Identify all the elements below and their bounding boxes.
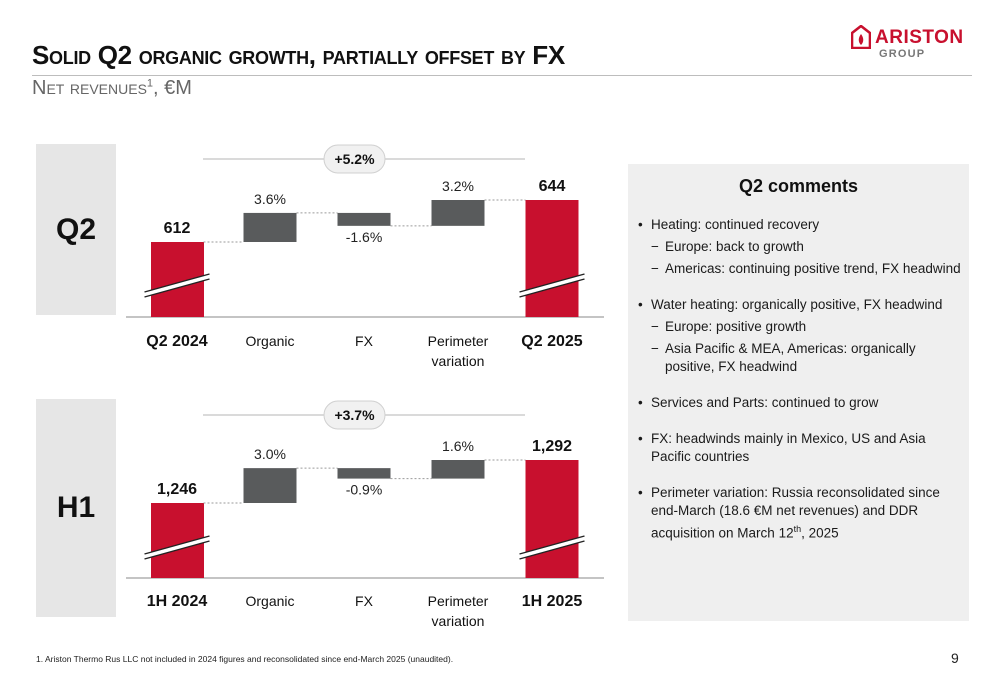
comment-bullet: Services and Parts: continued to grow [638, 394, 963, 412]
comment-item: FX: headwinds mainly in Mexico, US and A… [638, 430, 963, 466]
category-label: Perimeter [428, 593, 489, 609]
comment-sub-bullet: Europe: back to growth [638, 238, 963, 256]
title-divider [32, 75, 972, 76]
page-subtitle: Net revenues1, €M [32, 77, 192, 100]
axis-break-line [144, 273, 210, 293]
axis-break-gap [144, 536, 210, 559]
comment-item: Heating: continued recovery Europe: back … [638, 216, 963, 278]
category-label: Perimeter [428, 333, 489, 349]
comment-item: Perimeter variation: Russia reconsolidat… [638, 484, 963, 543]
category-label-line2: variation [432, 613, 485, 629]
delta-label: 1.6% [442, 438, 474, 454]
comments-title: Q2 comments [738, 176, 859, 196]
axis-break-line [519, 535, 585, 555]
ariston-logo: ARISTON GROUP [851, 20, 975, 64]
axis-break-line [519, 278, 585, 298]
waterfall-charts: +5.2% 612 3.6% -1.6% 3.2% 644 Q2 2024 Organic FX… [126, 144, 604, 629]
category-label: FX [355, 593, 374, 609]
delta-label: 3.2% [442, 178, 474, 194]
bar-end [525, 200, 579, 317]
bar-delta [243, 468, 297, 503]
subtitle-text: Net revenues [32, 77, 147, 99]
comment-sub-bullet: Europe: positive growth [638, 318, 963, 336]
category-label: Q2 2025 [521, 333, 582, 350]
comment-bullet: Perimeter variation: Russia reconsolidat… [638, 484, 963, 543]
q2-panel-label: Q2 [36, 144, 116, 315]
category-label: 1H 2024 [147, 593, 208, 610]
q2-comments-panel: Q2 comments Heating: continued recovery E… [628, 164, 969, 621]
comments-list: Heating: continued recovery Europe: back … [638, 216, 963, 561]
axis-break-gap [519, 274, 585, 297]
category-label-line2: variation [432, 353, 485, 369]
bar-delta [431, 460, 485, 479]
subtitle-unit: , €M [153, 77, 192, 99]
comment-item: Services and Parts: continued to grow [638, 394, 963, 412]
category-label: 1H 2025 [522, 593, 583, 610]
comment-bullet: FX: headwinds mainly in Mexico, US and A… [638, 430, 963, 466]
axis-break-gap [519, 536, 585, 559]
value-label-end: 1,292 [532, 438, 572, 455]
comment-sub-bullet: Asia Pacific & MEA, Americas: organicall… [638, 340, 963, 376]
axis-break-line [519, 273, 585, 293]
growth-pill [323, 144, 386, 174]
value-label-start: 1,246 [157, 481, 197, 498]
value-label-start: 612 [164, 220, 191, 237]
comment-sub-bullet: Americas: continuing positive trend, FX … [638, 260, 963, 278]
bar-delta [337, 468, 391, 479]
delta-label: 3.0% [254, 446, 286, 462]
bar-end [525, 460, 579, 578]
axis-break-line [144, 535, 210, 555]
bar-delta [431, 200, 485, 226]
axis-break-line [144, 278, 210, 298]
axis-break-line [519, 540, 585, 560]
growth-label: +5.2% [334, 151, 375, 167]
growth-label: +3.7% [334, 407, 375, 423]
bar-delta [337, 212, 391, 226]
page-number: 9 [951, 650, 959, 666]
h1-panel-label: H1 [36, 399, 116, 617]
category-label: FX [355, 333, 374, 349]
ariston-flame-icon [851, 25, 871, 49]
growth-pill [323, 400, 386, 430]
page-title: Solid Q2 organic growth, partially offse… [32, 40, 565, 70]
value-label-end: 644 [539, 178, 566, 195]
axis-break-gap [144, 274, 210, 297]
category-label: Organic [245, 333, 294, 349]
category-label: Organic [245, 593, 294, 609]
category-label: Q2 2024 [146, 333, 207, 350]
footnote-marker: 1 [146, 77, 154, 90]
footnote: 1. Ariston Thermo Rus LLC not included i… [36, 654, 454, 664]
comment-item: Water heating: organically positive, FX … [638, 296, 963, 376]
logo-subtitle: GROUP [879, 48, 926, 60]
comment-bullet: Water heating: organically positive, FX … [638, 296, 963, 314]
delta-label: -0.9% [346, 482, 383, 498]
axis-break-line [144, 540, 210, 560]
bar-delta [243, 212, 297, 242]
logo-wordmark: ARISTON [875, 27, 964, 48]
delta-label: 3.6% [254, 191, 286, 207]
comment-bullet: Heating: continued recovery [638, 216, 963, 234]
delta-label: -1.6% [346, 229, 383, 245]
